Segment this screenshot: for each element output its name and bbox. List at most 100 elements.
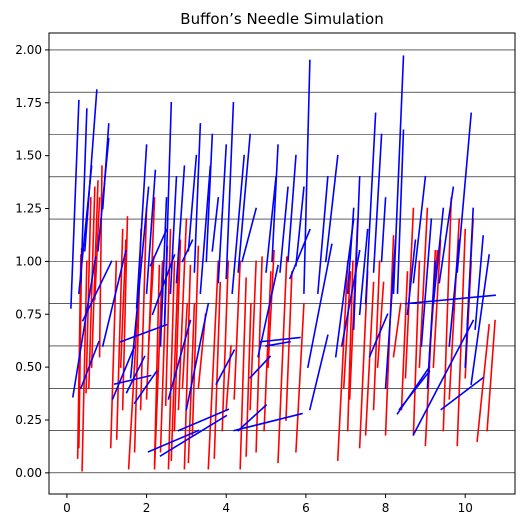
needle-crossing-40 xyxy=(285,271,293,421)
needle-crossing-25 xyxy=(181,302,189,390)
needle-crossing-21 xyxy=(167,260,176,470)
needle-crossing-39 xyxy=(277,256,288,464)
needle-non-crossing-67 xyxy=(440,376,485,411)
needle-non-crossing-61 xyxy=(438,186,455,284)
needle-crossing-23 xyxy=(173,239,182,432)
needle-non-crossing-27 xyxy=(217,144,228,284)
needle-non-crossing-9 xyxy=(101,249,127,347)
needle-non-crossing-60 xyxy=(432,207,445,305)
needle-non-crossing-16 xyxy=(149,228,168,267)
needle-non-crossing-53 xyxy=(396,129,405,294)
needle-non-crossing-7 xyxy=(101,123,110,210)
needle-non-crossing-78 xyxy=(215,349,236,386)
needle-crossing-9 xyxy=(115,228,124,440)
needle-crossing-53 xyxy=(412,260,421,436)
needle-non-crossing-62 xyxy=(448,239,461,347)
needle-non-crossing-26 xyxy=(211,197,220,252)
needle-crossing-24 xyxy=(177,218,188,411)
needle-non-crossing-63 xyxy=(456,112,473,273)
needle-non-crossing-35 xyxy=(271,144,279,263)
needle-non-crossing-48 xyxy=(364,112,377,305)
needle-crossing-32 xyxy=(225,345,232,411)
needle-non-crossing-17 xyxy=(159,197,168,347)
needle-crossing-31 xyxy=(221,260,230,432)
needle-crossing-8 xyxy=(109,260,118,449)
needle-crossing-27 xyxy=(191,245,200,436)
needle-non-crossing-69 xyxy=(396,366,431,415)
needle-crossing-5 xyxy=(90,180,99,368)
needle-crossing-41 xyxy=(295,302,305,453)
needle-non-crossing-56 xyxy=(406,239,417,316)
needle-non-crossing-28 xyxy=(225,101,235,280)
needle-non-crossing-31 xyxy=(241,207,258,263)
y-tick-label-8: 2.00 xyxy=(15,43,42,57)
needle-non-crossing-14 xyxy=(135,144,148,309)
needle-crossing-51 xyxy=(400,271,409,411)
needle-non-crossing-36 xyxy=(279,186,289,273)
x-tick-label-2: 4 xyxy=(222,501,230,515)
needle-crossing-59 xyxy=(456,228,467,447)
needle-non-crossing-74 xyxy=(159,414,228,458)
needle-non-crossing-19 xyxy=(169,175,178,294)
needle-non-crossing-68 xyxy=(412,319,475,436)
needle-non-crossing-12 xyxy=(125,355,146,394)
needle-crossing-34 xyxy=(245,302,252,457)
needle-non-crossing-51 xyxy=(384,239,397,390)
needle-non-crossing-70 xyxy=(233,412,303,432)
needle-crossing-63 xyxy=(486,319,496,432)
needle-non-crossing-85 xyxy=(151,254,176,316)
needle-non-crossing-37 xyxy=(287,154,297,263)
needle-crossing-50 xyxy=(392,302,402,358)
needle-non-crossing-55 xyxy=(404,294,496,305)
needle-non-crossing-80 xyxy=(167,319,192,400)
needle-non-crossing-66 xyxy=(474,235,485,330)
needle-crossing-58 xyxy=(448,218,461,400)
needle-non-crossing-57 xyxy=(412,175,427,284)
y-tick-label-6: 1.50 xyxy=(15,149,42,163)
y-tick-label-5: 1.25 xyxy=(15,202,42,216)
needle-non-crossing-49 xyxy=(372,133,383,273)
needle-non-crossing-38 xyxy=(295,186,305,267)
needle-crossing-65 xyxy=(342,271,352,390)
y-tick-label-7: 1.75 xyxy=(15,96,42,110)
needle-non-crossing-58 xyxy=(420,218,433,347)
needle-crossing-3 xyxy=(85,197,92,394)
needle-non-crossing-81 xyxy=(133,370,158,405)
needle-crossing-57 xyxy=(442,197,453,432)
needle-crossing-30 xyxy=(213,281,222,459)
needle-crossing-29 xyxy=(207,260,220,470)
chart-title: Buffon’s Needle Simulation xyxy=(180,10,383,28)
needle-crossing-46 xyxy=(364,281,375,436)
needle-non-crossing-22 xyxy=(187,154,198,252)
needle-crossing-11 xyxy=(119,239,127,368)
x-tick-label-4: 8 xyxy=(382,501,390,515)
needle-non-crossing-65 xyxy=(470,254,491,385)
x-tick-label-1: 2 xyxy=(143,501,151,515)
needle-crossing-10 xyxy=(121,216,129,411)
needle-non-crossing-83 xyxy=(185,302,210,411)
x-tick-label-3: 6 xyxy=(302,501,310,515)
needle-crossing-14 xyxy=(139,207,148,411)
needle-non-crossing-4 xyxy=(77,165,93,294)
needle-non-crossing-20 xyxy=(175,165,186,284)
needle-non-crossing-34 xyxy=(265,175,277,273)
needle-non-crossing-41 xyxy=(316,175,329,294)
x-tick-label-5: 10 xyxy=(458,501,473,515)
needle-non-crossing-8 xyxy=(79,340,100,390)
needle-crossing-33 xyxy=(239,277,247,470)
needle-non-crossing-32 xyxy=(249,355,272,379)
y-tick-label-1: 0.25 xyxy=(15,413,42,427)
y-tick-label-4: 1.00 xyxy=(15,254,42,268)
needles-group xyxy=(70,55,496,472)
needle-non-crossing-79 xyxy=(306,243,333,369)
needle-crossing-56 xyxy=(432,239,442,368)
needle-non-crossing-64 xyxy=(464,207,475,368)
needle-crossing-35 xyxy=(249,260,257,411)
needle-non-crossing-29 xyxy=(231,154,246,294)
needle-crossing-38 xyxy=(267,249,275,368)
needle-crossing-2 xyxy=(81,260,88,472)
y-tick-label-0: 0.00 xyxy=(15,466,42,480)
needle-crossing-42 xyxy=(336,260,349,462)
